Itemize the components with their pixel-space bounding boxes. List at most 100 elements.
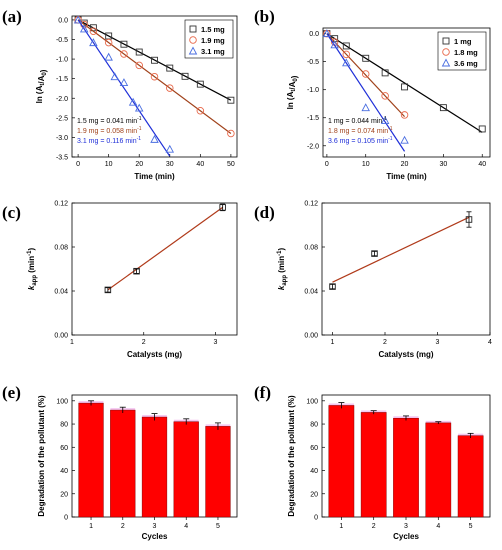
x-tick-label: 40: [196, 161, 204, 168]
x-tick-label: 20: [401, 161, 409, 168]
y-tick-label: 0: [64, 515, 68, 522]
x-tick-label: 0: [325, 161, 329, 168]
data-point: [381, 92, 389, 100]
y-tick-label: -0.5: [56, 37, 68, 44]
x-tick-label: 5: [469, 523, 473, 530]
data-point: [400, 111, 409, 119]
legend-entry: 1.8 mg: [454, 48, 478, 57]
fit-line: [326, 33, 406, 152]
y-axis-title: ln (At/A0): [286, 75, 299, 109]
bar: [173, 421, 199, 518]
data-point: [73, 15, 83, 24]
rate-annotation: 3.6 mg = 0.105 min-1: [328, 136, 393, 145]
chart-layer: 0 10 20 30 40 500.0-0.5-1.0-1.5-2.0-2.5-3.0-3…: [27, 15, 492, 541]
data-point: [181, 72, 189, 80]
y-tick-label: 0.0: [309, 31, 319, 38]
data-point: [135, 61, 143, 70]
data-point: [104, 52, 113, 61]
y-tick-label: 40: [310, 468, 318, 475]
x-tick-label: 2: [372, 523, 376, 530]
x-axis-title: Catalysts (mg): [378, 350, 433, 359]
data-point: [79, 24, 89, 33]
y-tick-label: 0: [314, 515, 318, 522]
y-tick-label: 100: [306, 398, 318, 405]
data-point: [227, 129, 235, 138]
cycle-plot-e: 0 20 40 60 80 100 Cycles Degradation of the pol…: [37, 394, 238, 541]
data-point: [104, 38, 113, 47]
y-tick-label: -1.5: [56, 76, 68, 83]
plot-frame: [321, 202, 491, 336]
x-tick-label: 0: [76, 161, 80, 168]
rate-annotation: 1.8 mg = 0.074 min-1: [328, 126, 393, 135]
x-tick-label: 1: [339, 523, 343, 530]
data-point: [400, 135, 409, 144]
data-point: [165, 144, 175, 153]
y-tick-label: 0.12: [304, 201, 318, 208]
rate-plot-d: 1 2 3 4 0.00 0.04 0.08 0.12 Catalysts (mg) kapp (…: [277, 201, 492, 360]
y-axis-title: kapp (min-1): [277, 248, 288, 291]
rate-annotation: 1.9 mg = 0.058 min-1: [77, 126, 142, 135]
data-point: [104, 286, 112, 294]
y-tick-label: 0.08: [304, 245, 318, 252]
bar: [328, 405, 355, 518]
bar: [393, 417, 419, 518]
x-tick-label: 1: [89, 523, 93, 530]
legend-entry: 1 mg: [454, 37, 472, 46]
y-tick-label: 0.04: [304, 289, 318, 296]
data-point: [442, 37, 450, 45]
data-point: [442, 48, 450, 56]
data-point: [362, 54, 370, 62]
data-point: [120, 50, 128, 58]
data-point: [441, 58, 451, 67]
data-point: [128, 97, 138, 106]
y-tick-label: -1.0: [307, 87, 319, 94]
data-point: [110, 72, 120, 81]
y-tick-label: 20: [60, 491, 68, 498]
data-point: [89, 38, 98, 47]
fit-line: [77, 19, 232, 101]
data-point: [134, 103, 144, 112]
panel-label-a: (a): [2, 7, 22, 26]
data-point: [478, 125, 486, 133]
kinetics-plot-b: 0 10 20 30 40 0.0 -0.5 -1.0 -1.5 -2.0 Time (min) ln…: [286, 27, 491, 181]
panel-label-b: (b): [254, 7, 275, 26]
y-tick-label: 0.00: [54, 333, 68, 340]
rate-annotation: 3.1 mg = 0.116 min-1: [77, 136, 141, 145]
x-axis-title: Time (min): [386, 172, 427, 181]
data-point: [120, 40, 128, 48]
x-tick-label: 2: [121, 523, 125, 530]
panel-label-c: (c): [2, 203, 21, 222]
plot-frame: [71, 15, 238, 158]
y-axis-title: Degradation of the pollutant (%): [287, 395, 296, 517]
y-axis-title: Degradation of the pollutant (%): [37, 395, 46, 517]
data-point: [150, 134, 159, 143]
data-point: [465, 216, 473, 223]
data-point: [189, 25, 197, 33]
legend-entry: 1.5 mg: [201, 25, 225, 34]
legend: 1 mg 1.8 mg 3.6 mg: [437, 31, 487, 71]
bar: [110, 409, 136, 518]
data-point: [189, 36, 197, 44]
fit-line: [77, 19, 171, 157]
y-tick-label: -2.0: [307, 143, 319, 150]
rate-annotation: 1.5 mg = 0.041 min-1: [77, 116, 142, 125]
y-tick-label: 80: [310, 422, 318, 429]
y-tick-label: -3.0: [56, 135, 68, 142]
data-point: [342, 50, 351, 59]
legend-entry: 3.6 mg: [454, 59, 478, 68]
fit-line: [107, 206, 224, 291]
y-tick-label: 0.0: [58, 17, 68, 24]
x-tick-label: 1: [331, 339, 335, 346]
y-tick-label: -3.5: [56, 155, 68, 162]
y-tick-label: 0.04: [54, 289, 68, 296]
y-tick-label: 40: [60, 468, 68, 475]
cycle-plot-f: 0 20 40 60 80 100 Cycles Degradation of the pol…: [287, 394, 491, 541]
data-point: [219, 204, 226, 211]
data-point: [361, 103, 370, 112]
x-tick-label: 4: [184, 523, 188, 530]
bar: [78, 402, 104, 518]
data-point: [439, 104, 447, 112]
x-tick-label: 30: [166, 161, 174, 168]
x-tick-label: 40: [478, 161, 486, 168]
